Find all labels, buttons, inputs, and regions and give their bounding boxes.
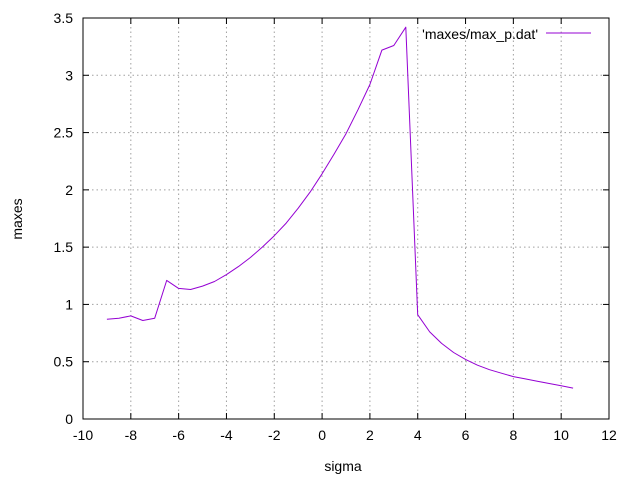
series-line [106,26,574,389]
y-tick-label: 2 [65,182,73,198]
x-tick-labels: -10 -8 -6 -4 -2 0 2 4 6 8 10 12 [73,427,617,443]
x-tick-label: 12 [601,427,617,443]
series-layer [106,26,574,389]
y-tick-label: 3.5 [54,10,74,26]
x-tick-label: 0 [318,427,326,443]
y-tick-label: 1.5 [54,239,74,255]
x-tick-label: -6 [172,427,185,443]
legend: 'maxes/max_p.dat' [422,26,591,42]
x-tick-label: 6 [462,427,470,443]
x-tick-label: -8 [125,427,138,443]
y-axis-label: maxes [9,198,25,239]
x-tick-label: 8 [509,427,517,443]
x-tick-label: -4 [220,427,233,443]
y-tick-label: 0.5 [54,354,74,370]
y-tick-label: 0 [65,411,73,427]
y-tick-label: 3 [65,67,73,83]
x-tick-label: -10 [73,427,93,443]
x-axis-label: sigma [324,458,362,474]
x-tick-label: 10 [553,427,569,443]
x-tick-label: 2 [366,427,374,443]
y-tick-label: 1 [65,296,73,312]
y-tick-label: 2.5 [54,125,74,141]
plot-frame [82,17,610,420]
x-tick-label: -2 [268,427,281,443]
x-tick-label: 4 [414,427,422,443]
tick-marks [82,17,610,420]
y-tick-labels: 0 0.5 1 1.5 2 2.5 3 3.5 [54,10,74,427]
legend-label: 'maxes/max_p.dat' [422,26,538,42]
grid-lines [83,18,609,419]
